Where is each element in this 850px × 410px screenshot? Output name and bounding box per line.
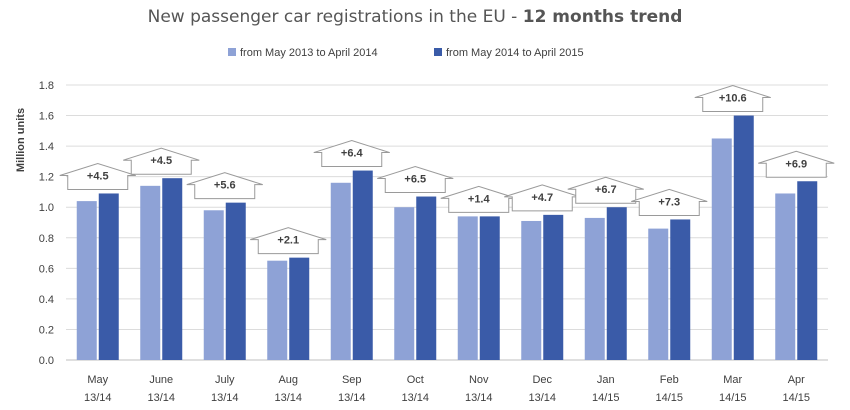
x-tick-month: Mar bbox=[723, 374, 742, 386]
bar-2 bbox=[352, 170, 373, 360]
bar-2 bbox=[479, 216, 500, 360]
change-label: +6.5 bbox=[404, 174, 426, 186]
bar-2 bbox=[225, 202, 246, 360]
bar-2 bbox=[162, 178, 183, 360]
change-arrow bbox=[250, 227, 327, 255]
bar-2 bbox=[670, 219, 691, 360]
change-label: +2.1 bbox=[277, 235, 299, 247]
y-tick-label: 1.0 bbox=[39, 202, 54, 214]
x-tick-period: 14/15 bbox=[655, 392, 683, 404]
x-tick-period: 13/14 bbox=[465, 392, 493, 404]
bar-2 bbox=[98, 193, 119, 360]
y-tick-label: 0.6 bbox=[39, 263, 54, 275]
legend-label-series-2: from May 2014 to April 2015 bbox=[446, 47, 584, 59]
change-arrow bbox=[694, 85, 771, 113]
x-tick-period: 14/15 bbox=[719, 392, 747, 404]
y-tick-label: 0.8 bbox=[39, 233, 54, 245]
bar-2 bbox=[606, 207, 627, 360]
change-label: +4.5 bbox=[150, 155, 172, 167]
bar-1 bbox=[648, 228, 669, 360]
bar-1 bbox=[711, 138, 732, 360]
bar-2 bbox=[416, 196, 437, 360]
legend-label-series-1: from May 2013 to April 2014 bbox=[240, 47, 378, 59]
bar-1 bbox=[140, 185, 161, 360]
x-tick-period: 13/14 bbox=[147, 392, 175, 404]
bar-1 bbox=[584, 217, 605, 360]
change-label: +1.4 bbox=[468, 193, 491, 205]
bars bbox=[76, 115, 818, 360]
y-tick-label: 1.2 bbox=[39, 172, 54, 184]
x-tick-period: 13/14 bbox=[338, 392, 366, 404]
gridlines bbox=[66, 84, 828, 361]
legend-swatch-series-2 bbox=[434, 48, 442, 56]
bar-1 bbox=[394, 207, 415, 360]
change-annotations: +4.5 +4.5 +5.6 +2.1 +6.4 +6.5 +1.4 +4.7 +6.7 +7.3… bbox=[59, 85, 835, 255]
x-tick-month: Apr bbox=[788, 374, 805, 386]
x-tick-period: 13/14 bbox=[84, 392, 112, 404]
bar-1 bbox=[267, 260, 288, 360]
change-label: +6.4 bbox=[341, 148, 364, 160]
y-tick-label: 1.6 bbox=[39, 111, 54, 123]
legend: from May 2013 to April 2014 from May 201… bbox=[228, 47, 584, 59]
bar-2 bbox=[289, 257, 310, 360]
x-tick-period: 13/14 bbox=[401, 392, 429, 404]
x-tick-month: Dec bbox=[532, 374, 552, 386]
bar-1 bbox=[76, 201, 97, 360]
x-tick-month: Jan bbox=[597, 374, 615, 386]
y-axis-label: Million units bbox=[15, 108, 27, 172]
bar-1 bbox=[521, 220, 542, 360]
legend-swatch-series-1 bbox=[228, 48, 236, 56]
y-tick-label: 0.4 bbox=[39, 294, 54, 306]
bar-2 bbox=[797, 181, 818, 360]
bar-1 bbox=[330, 182, 351, 360]
bar-2 bbox=[733, 115, 754, 360]
x-tick-month: May bbox=[87, 374, 108, 386]
bar-1 bbox=[775, 193, 796, 360]
x-tick-period: 13/14 bbox=[211, 392, 239, 404]
x-tick-month: June bbox=[149, 374, 173, 386]
change-arrow bbox=[377, 166, 454, 194]
change-label: +6.9 bbox=[785, 158, 807, 170]
x-tick-month: Sep bbox=[342, 374, 362, 386]
chart-title: New passenger car registrations in the E… bbox=[148, 7, 683, 27]
y-tick-label: 0.0 bbox=[39, 355, 54, 367]
change-label: +7.3 bbox=[658, 196, 680, 208]
y-tick-label: 1.8 bbox=[39, 80, 54, 92]
change-arrow bbox=[758, 150, 835, 178]
bar-1 bbox=[457, 216, 478, 360]
change-label: +5.6 bbox=[214, 180, 236, 192]
x-tick-period: 13/14 bbox=[528, 392, 556, 404]
change-arrow bbox=[59, 162, 136, 190]
x-tick-month: Nov bbox=[469, 374, 489, 386]
bar-1 bbox=[203, 210, 224, 360]
x-tick-period: 13/14 bbox=[274, 392, 302, 404]
y-axis-ticks: 0.0 0.2 0.4 0.6 0.8 1.0 1.2 1.4 1.6 1.8 bbox=[39, 80, 54, 367]
change-arrow bbox=[186, 172, 263, 200]
x-tick-month: Oct bbox=[407, 374, 424, 386]
x-tick-period: 14/15 bbox=[592, 392, 620, 404]
x-tick-month: Feb bbox=[660, 374, 679, 386]
change-arrow bbox=[631, 188, 708, 216]
change-label: +10.6 bbox=[719, 93, 747, 105]
change-arrow bbox=[123, 147, 200, 175]
x-tick-month: July bbox=[215, 374, 235, 386]
x-axis-ticks: May 13/14 June 13/14 July 13/14 Aug 13/14 Sep 13/… bbox=[84, 374, 810, 404]
change-arrow bbox=[504, 184, 581, 212]
y-tick-label: 1.4 bbox=[39, 141, 54, 153]
x-tick-period: 14/15 bbox=[782, 392, 810, 404]
change-arrow bbox=[440, 185, 517, 213]
change-arrow bbox=[313, 140, 390, 168]
x-tick-month: Aug bbox=[278, 374, 298, 386]
change-label: +4.7 bbox=[531, 192, 553, 204]
change-label: +4.5 bbox=[87, 170, 109, 182]
bar-2 bbox=[543, 214, 564, 360]
y-tick-label: 0.2 bbox=[39, 324, 54, 336]
change-label: +6.7 bbox=[595, 184, 617, 196]
